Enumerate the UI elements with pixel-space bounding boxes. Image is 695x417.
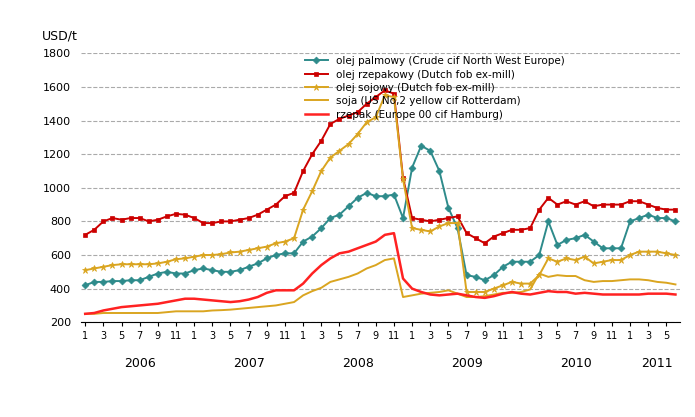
- olej palmowy (Crude cif North West Europe): [417, 143, 425, 148]
- Line: olej sojowy (Dutch fob ex-mill): olej sojowy (Dutch fob ex-mill): [82, 92, 679, 296]
- olej palmowy (Crude cif North West Europe): [635, 216, 644, 221]
- olej rzepakowy (Dutch fob ex-mill): [344, 113, 352, 118]
- Line: rzepak (Europe 00 cif Hamburg): rzepak (Europe 00 cif Hamburg): [85, 233, 676, 314]
- Text: 2009: 2009: [451, 357, 482, 370]
- soja (US No,2 yellow cif Rotterdam): [81, 311, 90, 317]
- soja (US No,2 yellow cif Rotterdam): [227, 307, 235, 312]
- olej palmowy (Crude cif North West Europe): [335, 212, 343, 217]
- rzepak (Europe 00 cif Hamburg): [553, 289, 562, 294]
- soja (US No,2 yellow cif Rotterdam): [335, 277, 343, 282]
- rzepak (Europe 00 cif Hamburg): [227, 299, 235, 304]
- soja (US No,2 yellow cif Rotterdam): [553, 273, 562, 278]
- olej sojowy (Dutch fob ex-mill): [126, 262, 135, 267]
- olej rzepakowy (Dutch fob ex-mill): [671, 207, 680, 212]
- olej sojowy (Dutch fob ex-mill): [671, 253, 680, 258]
- olej sojowy (Dutch fob ex-mill): [344, 142, 352, 147]
- olej rzepakowy (Dutch fob ex-mill): [480, 241, 489, 246]
- olej sojowy (Dutch fob ex-mill): [81, 268, 90, 273]
- Text: 2008: 2008: [342, 357, 373, 370]
- olej rzepakowy (Dutch fob ex-mill): [381, 88, 389, 93]
- olej rzepakowy (Dutch fob ex-mill): [227, 219, 235, 224]
- olej palmowy (Crude cif North West Europe): [263, 256, 271, 261]
- rzepak (Europe 00 cif Hamburg): [390, 231, 398, 236]
- olej palmowy (Crude cif North West Europe): [671, 219, 680, 224]
- rzepak (Europe 00 cif Hamburg): [335, 251, 343, 256]
- Line: olej rzepakowy (Dutch fob ex-mill): olej rzepakowy (Dutch fob ex-mill): [83, 88, 678, 246]
- olej sojowy (Dutch fob ex-mill): [263, 244, 271, 249]
- olej rzepakowy (Dutch fob ex-mill): [335, 116, 343, 121]
- soja (US No,2 yellow cif Rotterdam): [671, 282, 680, 287]
- olej sojowy (Dutch fob ex-mill): [227, 250, 235, 255]
- olej rzepakowy (Dutch fob ex-mill): [126, 216, 135, 221]
- rzepak (Europe 00 cif Hamburg): [671, 292, 680, 297]
- Line: soja (US No,2 yellow cif Rotterdam): soja (US No,2 yellow cif Rotterdam): [85, 259, 676, 314]
- Text: 2011: 2011: [641, 357, 673, 370]
- rzepak (Europe 00 cif Hamburg): [635, 292, 644, 297]
- Text: 2010: 2010: [559, 357, 591, 370]
- olej sojowy (Dutch fob ex-mill): [462, 289, 471, 294]
- Text: 2007: 2007: [233, 357, 265, 370]
- Text: 2006: 2006: [124, 357, 156, 370]
- olej rzepakowy (Dutch fob ex-mill): [81, 232, 90, 237]
- soja (US No,2 yellow cif Rotterdam): [390, 256, 398, 261]
- soja (US No,2 yellow cif Rotterdam): [635, 277, 644, 282]
- olej palmowy (Crude cif North West Europe): [227, 269, 235, 274]
- rzepak (Europe 00 cif Hamburg): [81, 311, 90, 317]
- olej palmowy (Crude cif North West Europe): [126, 278, 135, 283]
- olej sojowy (Dutch fob ex-mill): [562, 256, 571, 261]
- rzepak (Europe 00 cif Hamburg): [263, 290, 271, 295]
- olej palmowy (Crude cif North West Europe): [81, 283, 90, 288]
- olej palmowy (Crude cif North West Europe): [553, 242, 562, 247]
- Text: USD/t: USD/t: [42, 30, 78, 43]
- soja (US No,2 yellow cif Rotterdam): [263, 304, 271, 309]
- Line: olej palmowy (Crude cif North West Europe): olej palmowy (Crude cif North West Europ…: [83, 143, 678, 288]
- olej sojowy (Dutch fob ex-mill): [381, 93, 389, 98]
- olej rzepakowy (Dutch fob ex-mill): [562, 199, 571, 204]
- soja (US No,2 yellow cif Rotterdam): [126, 311, 135, 316]
- olej sojowy (Dutch fob ex-mill): [335, 148, 343, 153]
- olej rzepakowy (Dutch fob ex-mill): [263, 207, 271, 212]
- Legend: olej palmowy (Crude cif North West Europe), olej rzepakowy (Dutch fob ex-mill), : olej palmowy (Crude cif North West Europ…: [302, 53, 568, 123]
- rzepak (Europe 00 cif Hamburg): [126, 304, 135, 309]
